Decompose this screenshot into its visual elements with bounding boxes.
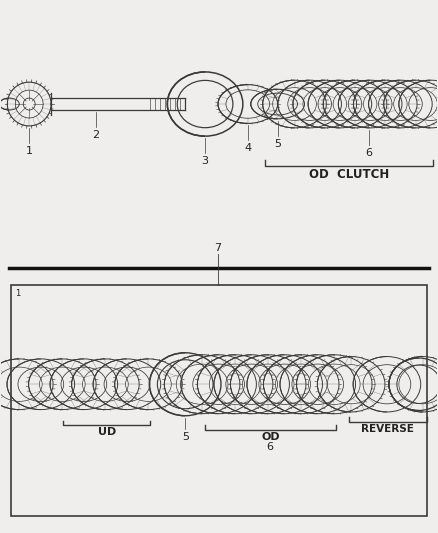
Text: REVERSE: REVERSE (361, 424, 414, 434)
Text: OD  CLUTCH: OD CLUTCH (308, 168, 389, 181)
Text: 5: 5 (274, 139, 281, 149)
Text: UD: UD (98, 427, 116, 438)
Text: 1: 1 (15, 289, 21, 298)
Bar (11, 285, 427, 516)
Text: 1: 1 (26, 146, 33, 156)
Text: 7: 7 (215, 243, 222, 253)
Text: 5: 5 (182, 432, 189, 442)
Text: 4: 4 (244, 143, 251, 154)
Text: 6: 6 (266, 441, 273, 451)
Text: OD: OD (261, 432, 280, 441)
Text: 3: 3 (201, 156, 208, 166)
Text: 6: 6 (366, 148, 373, 158)
Text: 2: 2 (92, 130, 99, 140)
